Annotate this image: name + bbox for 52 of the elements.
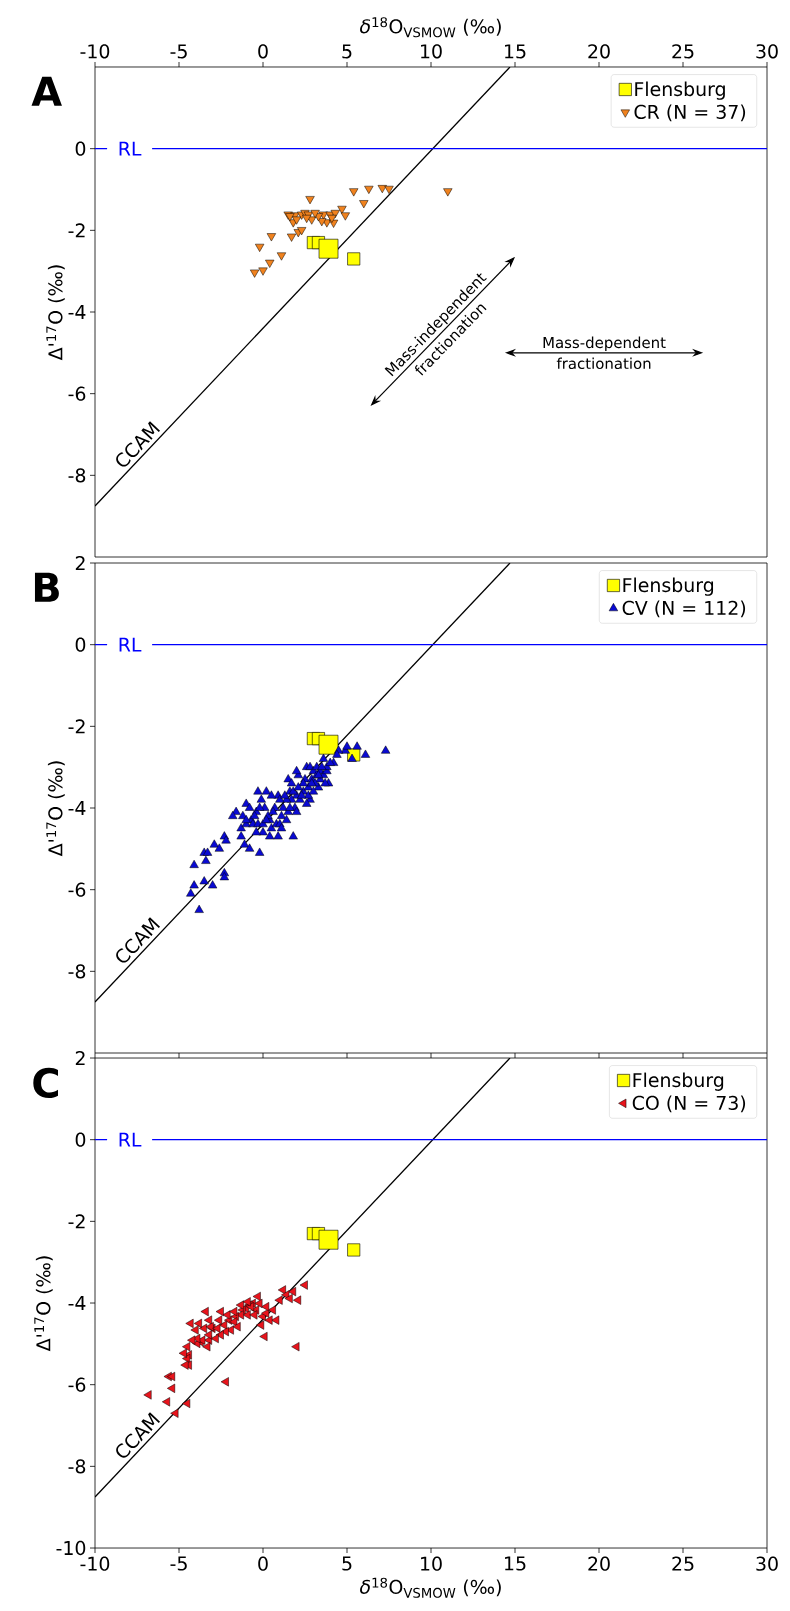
x-tick-label: 20 — [588, 1556, 610, 1571]
legend-label: CR (N = 37) — [634, 104, 746, 122]
legend-label: Flensburg — [633, 1072, 724, 1091]
legend-label: CO (N = 73) — [632, 1095, 746, 1113]
y-tick-label: -2 — [68, 223, 85, 238]
y-tick-label: -4 — [68, 305, 86, 319]
x-tick-label: 15 — [505, 44, 526, 59]
x-axis-title: δ$^{18}$O$_{VSMOW}$ (‰) — [360, 1577, 501, 1598]
x-tick-label: 10 — [421, 1556, 442, 1571]
y-tick-label: -4 — [68, 801, 86, 815]
y-tick-label: 0 — [75, 637, 86, 652]
chart-title: C — [33, 1067, 58, 1098]
y-tick-label: -6 — [68, 882, 86, 897]
legend-label: CV (N = 112) — [622, 600, 746, 618]
x-tick-label: 5 — [342, 1556, 352, 1571]
y-tick-label: -8 — [68, 964, 86, 979]
y-tick-label: -6 — [68, 1377, 86, 1392]
x-tick-label: 30 — [756, 1556, 778, 1571]
legend-label: Flensburg — [635, 81, 725, 100]
chart-title: B — [34, 572, 59, 602]
y-tick-label: -10 — [56, 1540, 86, 1556]
y-tick-label: 0 — [75, 1132, 86, 1147]
x-tick-label: 25 — [672, 44, 694, 59]
annotation: Mass-dependent fractionation — [543, 336, 666, 370]
y-tick-label: -2 — [68, 719, 85, 734]
y-tick-label: -8 — [68, 468, 86, 483]
x-tick-label: 15 — [505, 1556, 526, 1571]
x-tick-label: 25 — [672, 1556, 694, 1571]
x-tick-label: 10 — [421, 44, 442, 59]
x-tick-label: 30 — [756, 44, 778, 59]
y-tick-label: -4 — [68, 1296, 86, 1310]
y-tick-label: -6 — [68, 386, 86, 401]
ref-line-label: RL — [119, 1132, 142, 1147]
x-tick-label: 5 — [342, 44, 352, 59]
y-tick-label: -8 — [68, 1459, 86, 1474]
x-tick-label: 0 — [258, 1556, 268, 1571]
x-tick-label: -5 — [170, 44, 187, 59]
x-tick-label: 0 — [258, 44, 268, 59]
y-tick-label: 2 — [75, 555, 85, 571]
x-tick-label: -5 — [170, 1556, 187, 1571]
y-tick-label: 0 — [75, 141, 86, 156]
ref-line-label: RL — [119, 141, 142, 156]
x-tick-label: 20 — [588, 44, 610, 59]
x-axis-title: δ$^{18}$O$_{VSMOW}$ (‰) — [360, 17, 501, 38]
chart-title: A — [31, 76, 62, 106]
legend-label: Flensburg — [623, 577, 714, 596]
y-axis-title: Δ'$^{17}$O (‰) — [34, 1256, 53, 1352]
ref-line-label: RL — [119, 637, 142, 652]
y-axis-title: Δ'$^{17}$O (‰) — [46, 265, 65, 361]
y-tick-label: 2 — [75, 1050, 85, 1066]
y-axis-title: Δ'$^{17}$O (‰) — [46, 761, 65, 857]
y-tick-label: -2 — [68, 1214, 85, 1229]
